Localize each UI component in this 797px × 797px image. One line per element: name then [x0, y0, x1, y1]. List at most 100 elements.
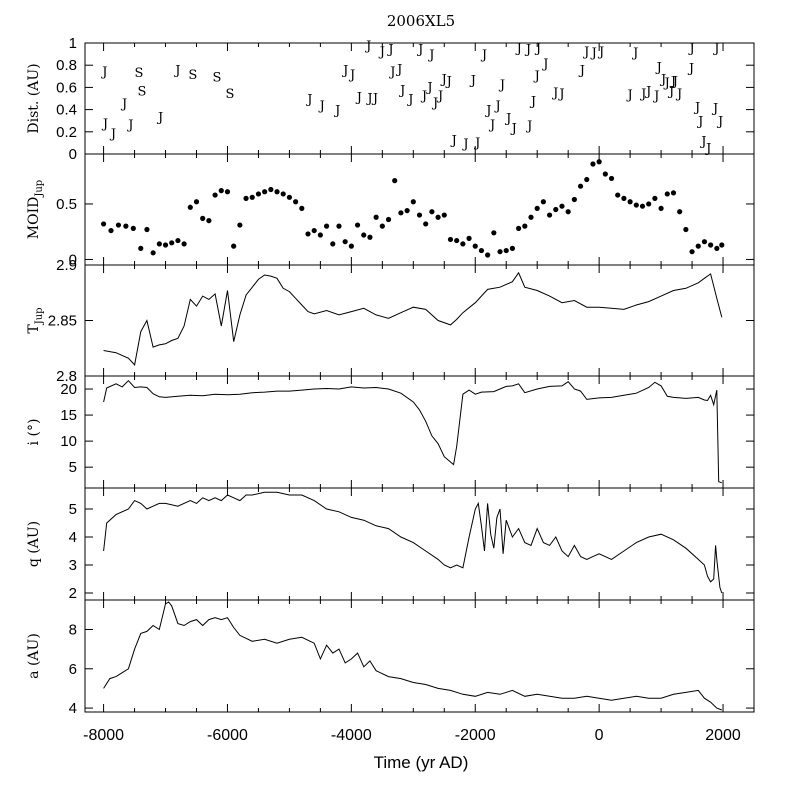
data-point	[280, 191, 286, 197]
data-point	[243, 195, 249, 201]
data-point	[485, 252, 491, 258]
data-point	[398, 210, 404, 216]
data-point	[286, 194, 293, 200]
y-tick-label: 3	[69, 557, 77, 574]
data-point	[206, 218, 212, 224]
data-point	[615, 192, 621, 198]
y-axis-label: MOIDJup	[26, 180, 45, 239]
data-point	[336, 223, 342, 229]
encounter-marker: J	[395, 63, 402, 78]
y-tick-label: 5	[69, 501, 77, 518]
data-point	[108, 227, 114, 234]
data-point	[646, 201, 652, 207]
encounter-marker: J	[156, 110, 163, 125]
data-point	[231, 243, 237, 249]
data-point	[695, 243, 701, 249]
encounter-marker: J	[333, 104, 340, 119]
data-point	[466, 235, 472, 241]
y-axis-label: Dist. (AU)	[26, 63, 42, 133]
data-point	[454, 237, 460, 244]
data-point	[516, 225, 522, 231]
data-point	[293, 199, 299, 205]
encounter-marker: J	[473, 136, 480, 151]
encounter-marker: J	[626, 88, 633, 103]
data-point	[497, 249, 503, 255]
data-point	[553, 206, 559, 213]
encounter-marker: J	[398, 84, 405, 99]
panel-a: 4 6 8 a (AU)	[26, 599, 755, 717]
data-point	[224, 189, 231, 195]
y-tick-label: 2	[69, 585, 77, 602]
encounter-marker: J	[631, 46, 638, 61]
encounter-marker: J	[533, 69, 540, 84]
encounter-marker: J	[541, 57, 548, 72]
data-point	[534, 205, 540, 211]
y-tick-label: 0.2	[56, 124, 77, 141]
encounter-marker: J	[101, 117, 108, 132]
x-tick-label: -8000	[83, 727, 124, 744]
encounter-marker: J	[659, 73, 666, 88]
encounter-marker: J	[120, 97, 127, 112]
encounter-marker: J	[663, 76, 670, 91]
data-point	[503, 247, 509, 254]
panel-tjup: 2.8 2.85 2.9 TJup	[26, 257, 755, 385]
data-point	[354, 222, 361, 228]
x-tick-label: 0	[595, 727, 604, 744]
data-point	[410, 199, 416, 205]
data-point	[181, 241, 187, 247]
encounter-marker: J	[510, 121, 517, 136]
encounter-marker: J	[431, 96, 438, 111]
data-point	[218, 188, 224, 194]
y-tick-label: 8	[69, 621, 77, 638]
encounter-marker: J	[355, 90, 362, 105]
data-point	[138, 245, 144, 251]
data-point	[311, 227, 317, 234]
data-point	[162, 242, 169, 248]
encounter-marker: J	[371, 91, 378, 106]
data-point	[708, 242, 714, 248]
y-tick-label: 4	[69, 529, 77, 546]
encounter-marker: J	[716, 115, 723, 130]
data-point	[212, 192, 218, 198]
data-point	[323, 223, 330, 229]
data-point	[299, 205, 305, 211]
encounter-marker: S	[138, 85, 147, 100]
encounter-marker: J	[699, 135, 706, 150]
y-tick-label: 0.6	[56, 79, 77, 96]
data-point	[664, 191, 670, 197]
data-point	[416, 212, 423, 218]
encounter-marker: J	[425, 80, 432, 95]
encounter-marker: J	[639, 87, 646, 102]
x-axis: -8000 -6000 -4000 -2000 0 2000	[83, 727, 741, 744]
data-point	[175, 237, 181, 244]
encounter-marker: J	[406, 93, 413, 108]
data-point	[144, 226, 150, 233]
encounter-marker: J	[504, 111, 511, 126]
y-tick-label: 1	[69, 35, 77, 52]
encounter-marker: S	[188, 68, 197, 83]
encounter-marker: J	[644, 85, 651, 100]
encounter-marker: J	[445, 75, 452, 90]
data-point	[590, 161, 596, 167]
encounter-marker: J	[341, 64, 348, 79]
x-tick-label: -4000	[331, 727, 372, 744]
data-point	[447, 236, 454, 243]
data-point	[404, 208, 410, 214]
data-point	[115, 222, 122, 228]
y-tick-label: 20	[60, 381, 77, 398]
series-line-q	[103, 491, 723, 594]
encounter-marker: J	[109, 127, 116, 142]
y-axis-label: i (°)	[26, 419, 42, 446]
series-line-a	[103, 601, 722, 711]
x-tick-label: -6000	[207, 727, 248, 744]
panel-inc: 5 10 15 20 i (°)	[26, 375, 755, 489]
data-point	[627, 199, 633, 205]
data-point	[621, 195, 627, 201]
encounter-marker: S	[212, 70, 221, 85]
y-tick-label: 6	[69, 661, 77, 678]
data-point	[522, 223, 528, 229]
data-point	[255, 191, 262, 197]
